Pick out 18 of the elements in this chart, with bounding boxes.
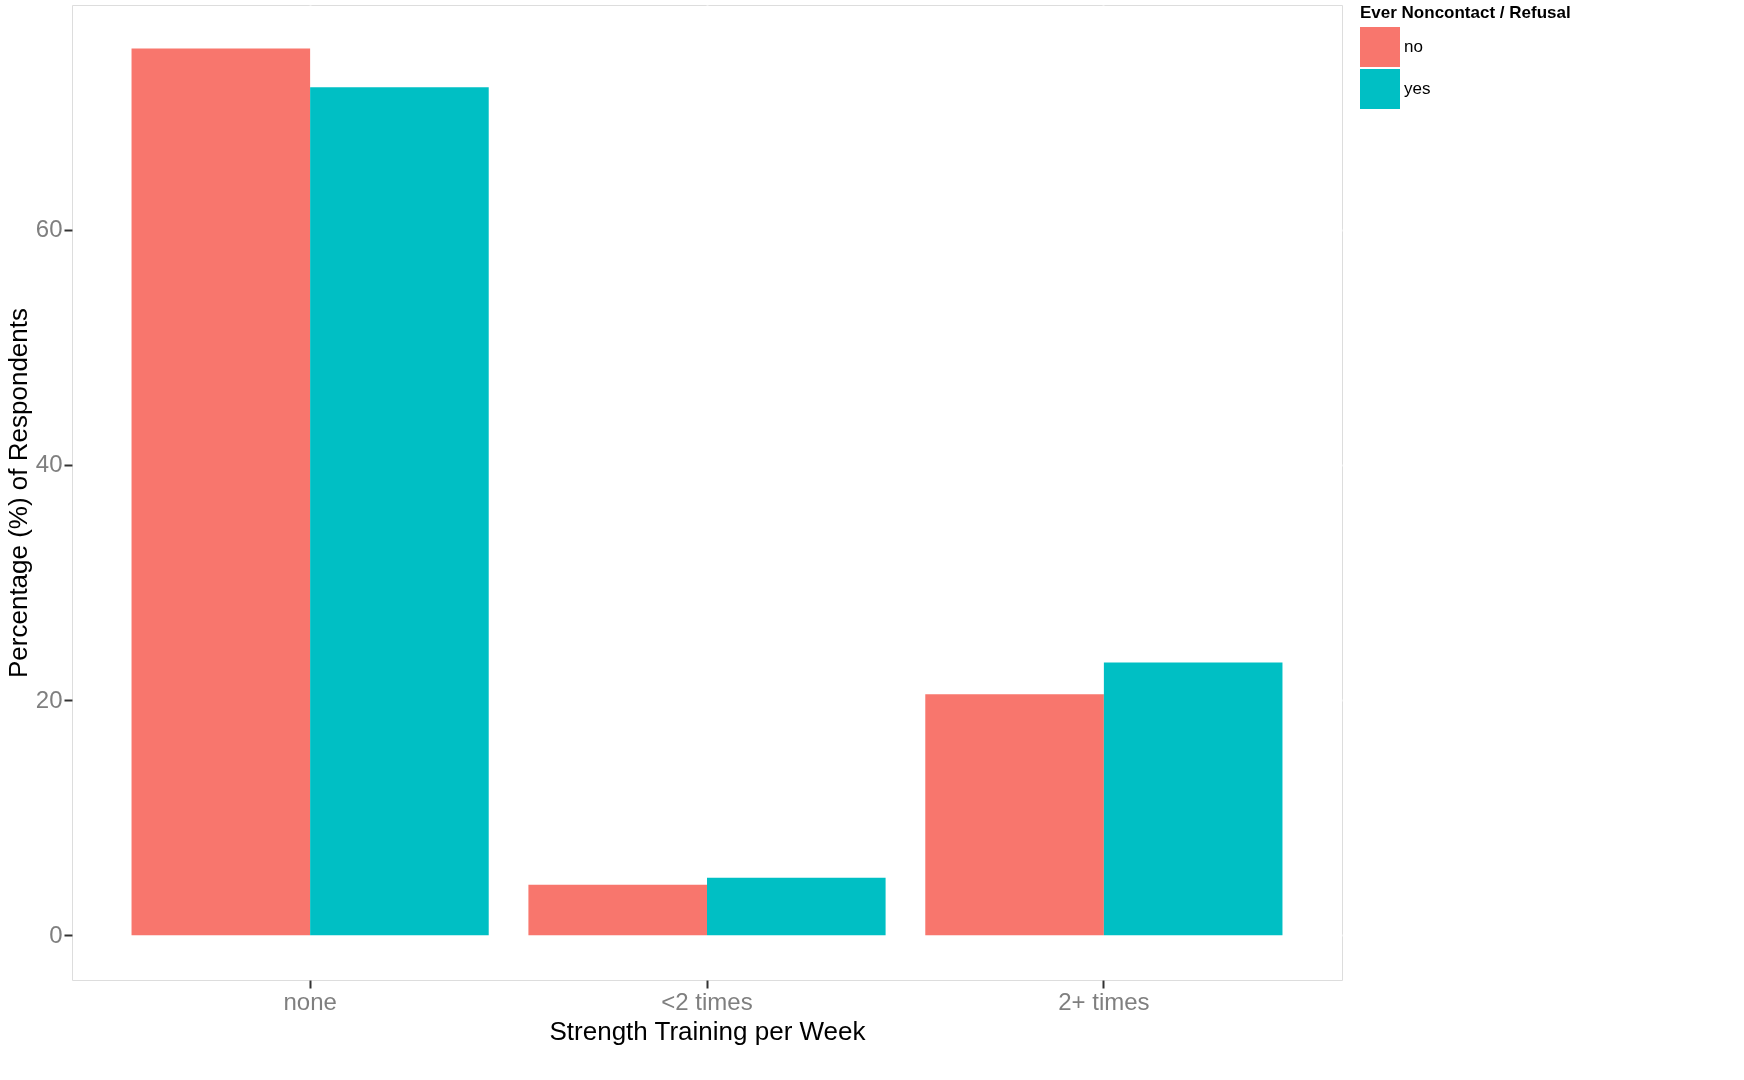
y-axis-title: Percentage (%) of Respondents — [2, 308, 33, 678]
legend-label: yes — [1404, 79, 1431, 98]
x-tick-label: <2 times — [661, 987, 753, 1015]
legend-title: Ever Noncontact / Refusal — [1360, 3, 1571, 22]
y-tick-label: 40 — [35, 450, 63, 478]
bar — [131, 48, 311, 936]
bar — [528, 884, 707, 936]
bar — [925, 694, 1104, 936]
bar — [310, 87, 489, 936]
y-tick-label: 20 — [35, 685, 63, 713]
x-tick-label: 2+ times — [1058, 987, 1150, 1015]
y-tick-label: 60 — [35, 215, 63, 243]
bar — [707, 877, 886, 936]
bar — [1103, 662, 1283, 936]
legend-label: no — [1404, 37, 1423, 56]
y-tick-label: 0 — [49, 920, 63, 948]
x-axis-title: Strength Training per Week — [549, 1015, 867, 1046]
x-tick-label: none — [283, 987, 337, 1015]
